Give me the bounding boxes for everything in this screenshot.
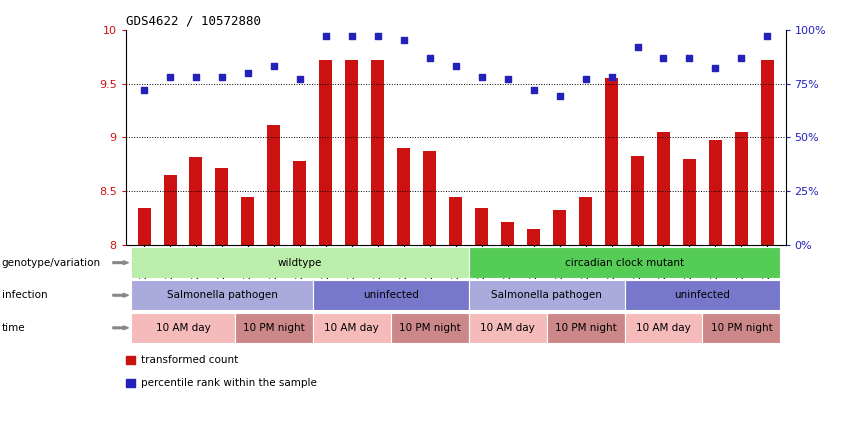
Point [449, 63, 463, 70]
Bar [469, 280, 624, 310]
Text: circadian clock mutant: circadian clock mutant [565, 258, 684, 268]
Text: 10 PM night: 10 PM night [399, 323, 461, 333]
Bar [631, 156, 644, 245]
Point [163, 74, 177, 80]
Text: 10 PM night: 10 PM night [243, 323, 305, 333]
Point [734, 54, 748, 61]
Bar [391, 313, 469, 343]
Point [501, 76, 515, 82]
Bar [131, 280, 312, 310]
Point [423, 54, 437, 61]
Point [708, 65, 722, 72]
Point [656, 54, 670, 61]
Point [319, 33, 332, 39]
Bar [131, 313, 235, 343]
Text: 10 AM day: 10 AM day [480, 323, 535, 333]
Point [241, 69, 255, 76]
Text: Salmonella pathogen: Salmonella pathogen [491, 290, 602, 300]
Point [579, 76, 593, 82]
Bar [469, 313, 547, 343]
Bar [683, 159, 696, 245]
Point [630, 44, 644, 50]
Text: uninfected: uninfected [363, 290, 418, 300]
Bar [241, 197, 254, 245]
Bar [398, 148, 411, 245]
Bar [163, 175, 176, 245]
Text: 10 AM day: 10 AM day [325, 323, 379, 333]
Bar [761, 60, 774, 245]
Point [215, 74, 229, 80]
Text: GDS4622 / 10572880: GDS4622 / 10572880 [126, 14, 261, 27]
Text: 10 AM day: 10 AM day [155, 323, 210, 333]
Text: uninfected: uninfected [674, 290, 730, 300]
Bar [605, 78, 618, 245]
Bar [702, 313, 780, 343]
Bar [424, 151, 437, 245]
Bar [189, 157, 202, 245]
Point [189, 74, 203, 80]
Text: 10 PM night: 10 PM night [555, 323, 616, 333]
Point [397, 37, 411, 44]
Point [527, 87, 541, 93]
Bar [345, 60, 358, 245]
Bar [475, 208, 488, 245]
Bar [553, 210, 566, 245]
Bar [312, 313, 391, 343]
Bar [267, 124, 280, 245]
Bar [469, 247, 780, 278]
Bar [527, 229, 540, 245]
Point [267, 63, 281, 70]
Bar [372, 60, 385, 245]
Bar [293, 161, 306, 245]
Bar [624, 313, 702, 343]
Bar [579, 197, 592, 245]
Point [371, 33, 385, 39]
Point [137, 87, 151, 93]
Point [682, 54, 696, 61]
Bar [131, 247, 469, 278]
Bar [624, 280, 780, 310]
Bar [501, 222, 514, 245]
Bar [215, 168, 228, 245]
Point [475, 74, 489, 80]
Text: transformed count: transformed count [141, 355, 239, 365]
Text: wildtype: wildtype [278, 258, 322, 268]
Bar [137, 208, 150, 245]
Bar [709, 140, 722, 245]
Point [605, 74, 619, 80]
Bar [319, 60, 332, 245]
Text: genotype/variation: genotype/variation [2, 258, 101, 268]
Point [760, 33, 774, 39]
Bar [657, 132, 670, 245]
Bar [735, 132, 748, 245]
Bar [450, 197, 462, 245]
Text: 10 PM night: 10 PM night [711, 323, 773, 333]
Point [345, 33, 358, 39]
Point [293, 76, 306, 82]
Text: infection: infection [2, 290, 48, 300]
Text: 10 AM day: 10 AM day [636, 323, 691, 333]
Text: percentile rank within the sample: percentile rank within the sample [141, 378, 318, 388]
Bar [235, 313, 312, 343]
Bar [547, 313, 624, 343]
Text: Salmonella pathogen: Salmonella pathogen [167, 290, 278, 300]
Text: time: time [2, 323, 25, 333]
Point [553, 93, 567, 100]
Bar [312, 280, 469, 310]
